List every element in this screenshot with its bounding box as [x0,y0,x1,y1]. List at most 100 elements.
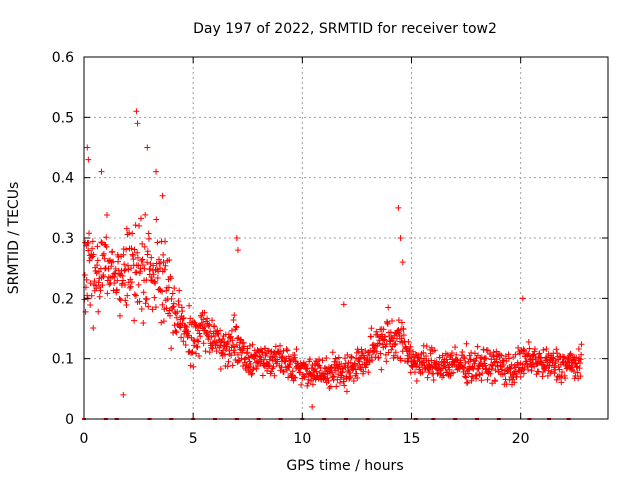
data-point [197,333,204,340]
data-point [523,360,530,367]
data-point [238,337,245,344]
data-point [173,329,180,336]
data-point [327,383,334,390]
data-point [172,327,179,334]
data-point [189,349,196,356]
data-point [510,369,517,376]
axis-ticks: 0 0.1 0.2 0.3 0.4 0.5 0.6 0 5 10 15 20 [52,50,608,447]
data-point [222,351,229,358]
data-point [171,285,178,292]
data-point [515,344,522,351]
data-point [463,340,470,347]
data-point [126,284,133,291]
data-point [519,295,526,302]
data-point [252,352,259,359]
data-point [410,348,417,355]
data-point [511,379,518,386]
data-point [152,280,159,287]
data-point [457,357,464,364]
data-point [162,262,169,269]
data-point [487,370,494,377]
data-point [98,239,105,246]
y-axis-label: SRMTID / TECUs [6,182,22,295]
data-point [253,365,260,372]
data-point [347,359,354,366]
data-point [270,363,277,370]
data-point [499,363,506,370]
data-point [180,338,187,345]
data-point [439,352,446,359]
data-point [525,339,532,346]
data-point [328,363,335,370]
data-point [368,325,375,332]
data-point [147,265,154,272]
data-point [158,319,165,326]
data-point [283,346,290,353]
data-point [116,295,123,302]
data-point [452,344,459,351]
data-point [498,352,505,359]
data-point [508,361,515,368]
data-point [561,354,568,361]
data-point [165,284,172,291]
data-point [206,321,213,328]
data-point [266,362,273,369]
data-point [289,368,296,375]
y-tick-label: 0.3 [52,231,74,247]
data-point [301,373,308,380]
data-point [234,247,241,254]
data-point [136,222,143,229]
data-point [166,257,173,264]
data-point [220,347,227,354]
data-point [119,280,126,287]
data-point [280,368,287,375]
data-point [228,327,235,334]
data-point [514,359,521,366]
data-point [430,376,437,383]
data-point [312,365,319,372]
data-point [287,358,294,365]
data-point [120,391,127,398]
data-point [140,289,147,296]
data-point [526,345,533,352]
x-tick-label: 0 [80,431,89,447]
data-point [492,378,499,385]
data-point [123,246,130,253]
data-point [106,281,113,288]
data-point [459,349,466,356]
data-point [150,262,157,269]
data-point [286,364,293,371]
data-point [413,378,420,385]
data-point [168,345,175,352]
data-point [104,290,111,297]
data-point [356,358,363,365]
data-point [84,144,91,151]
data-point [233,324,240,331]
data-point [562,375,569,382]
data-point [323,355,330,362]
data-point [330,373,337,380]
data-point [476,371,483,378]
data-point [411,357,418,364]
data-point [517,350,524,357]
data-point [134,249,141,256]
data-point [272,343,279,350]
data-point [244,364,251,371]
data-point [97,287,104,294]
data-point [474,343,481,350]
data-point [489,380,496,387]
data-point [242,355,249,362]
data-point [389,317,396,324]
data-point [431,347,438,354]
data-point [113,286,120,293]
data-point [160,251,167,258]
data-point [123,301,130,308]
data-point [577,373,584,380]
data-point [531,345,538,352]
data-point [440,372,447,379]
data-point [172,310,179,317]
data-point [338,361,345,368]
data-point [193,350,200,357]
data-point [424,374,431,381]
data-point [462,359,469,366]
